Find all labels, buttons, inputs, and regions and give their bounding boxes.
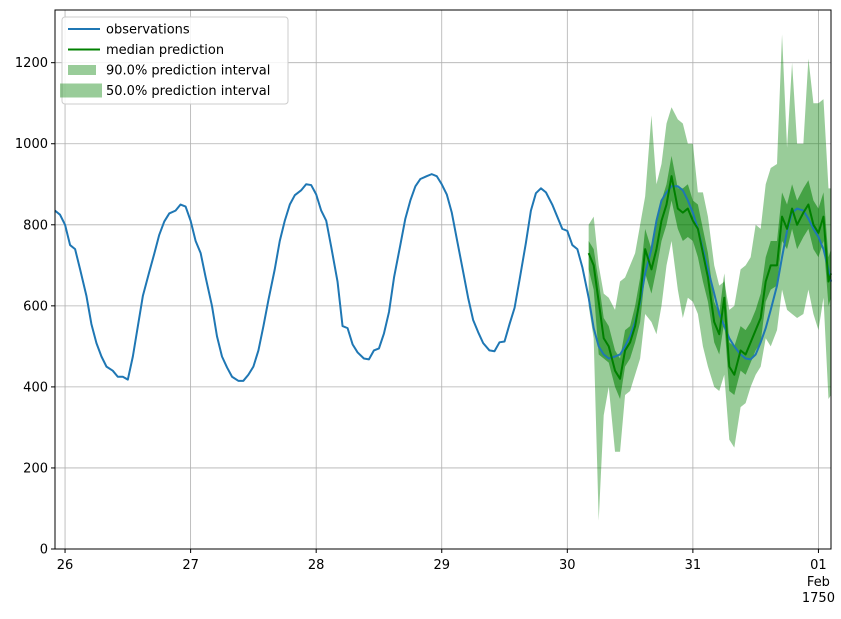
y-tick-label: 0 (40, 543, 48, 558)
y-tick-label: 800 (23, 218, 48, 233)
y-tick-label: 1000 (15, 137, 48, 152)
legend-label: 50.0% prediction interval (106, 84, 270, 99)
median-line-group (587, 175, 832, 380)
x-tick-label: 28 (308, 558, 325, 573)
y-tick-label: 400 (23, 380, 48, 395)
y-tick-label: 600 (23, 299, 48, 314)
legend-swatch-band-90 (68, 65, 96, 75)
median-prediction-line (587, 175, 832, 380)
axes: 0 200 400 600 800 1000 1200 26 27 28 29 30 31 01 Feb17… (15, 9, 835, 606)
x-tick-label: 26 (57, 558, 74, 573)
x-tick-label: 29 (433, 558, 450, 573)
y-tick-label: 200 (23, 461, 48, 476)
x-tick-label: 01 (810, 558, 827, 573)
axes-frame (54, 9, 832, 550)
legend-label: observations (106, 23, 190, 38)
legend-swatch-band-50 (60, 83, 102, 98)
x-tick-label: 30 (559, 558, 576, 573)
legend-label: 90.0% prediction interval (106, 64, 270, 79)
legend-box (61, 16, 289, 105)
x-tick-label-year: 1750 (802, 591, 835, 606)
y-tick-label: 1200 (15, 56, 48, 71)
x-tick-label-month: Feb (807, 575, 830, 590)
legend: observations median prediction 90.0% predi… (60, 16, 289, 105)
x-tick-label: 31 (685, 558, 702, 573)
x-tick-label: 27 (182, 558, 199, 573)
legend-label: median prediction (106, 43, 224, 58)
